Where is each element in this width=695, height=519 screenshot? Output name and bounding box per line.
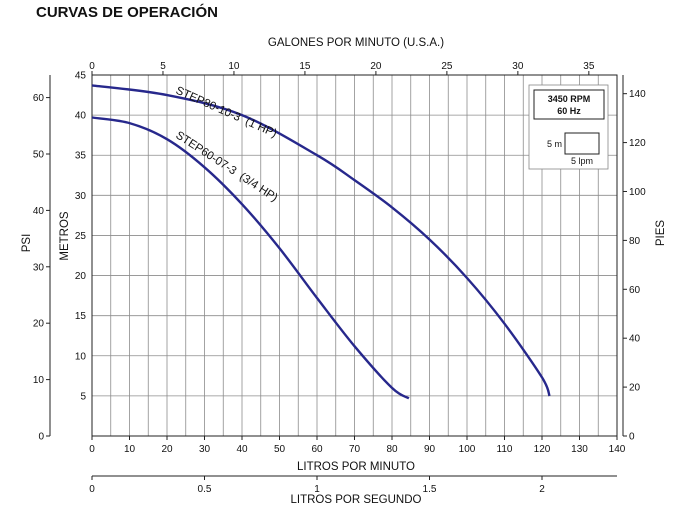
x-tick-label-lpm: 80 [386, 444, 398, 455]
pies-axis-label: PIES [655, 220, 667, 247]
x-tick-label-lps: 2 [539, 484, 545, 495]
y-tick-label-pies: 100 [629, 187, 646, 198]
y-tick-label-metros: 20 [75, 271, 87, 282]
grid [91, 74, 618, 437]
legend-box: 3450 RPM 60 Hz 5 m 5 lpm [528, 84, 609, 170]
y-tick-label-psi: 50 [33, 149, 45, 160]
x-tick-label-lps: 0 [89, 484, 95, 495]
y-tick-label-pies: 80 [629, 236, 641, 247]
x-tick-label-gpm: 35 [583, 61, 595, 72]
x-tick-label-gpm: 5 [160, 61, 166, 72]
y-tick-label-pies: 0 [629, 432, 635, 443]
x-tick-label-gpm: 25 [441, 61, 453, 72]
y-tick-label-psi: 30 [33, 262, 45, 273]
y-tick-label-pies: 120 [629, 138, 646, 149]
y-tick-label-metros: 40 [75, 111, 87, 122]
x-tick-label-lpm: 130 [571, 444, 588, 455]
x-tick-label-lpm: 10 [124, 444, 136, 455]
y-tick-label-pies: 20 [629, 383, 641, 394]
x-tick-label-lpm: 0 [89, 444, 95, 455]
bottom-axis-label: LITROS POR MINUTO [297, 461, 415, 473]
x-tick-label-gpm: 10 [228, 61, 240, 72]
legend-scale-horizontal: 5 lpm [571, 156, 593, 166]
series-line-step80 [91, 84, 551, 397]
x-tick-label-gpm: 15 [299, 61, 311, 72]
x-tick-label-lpm: 120 [534, 444, 551, 455]
y-tick-label-metros: 15 [75, 311, 87, 322]
x-tick-label-gpm: 20 [370, 61, 382, 72]
top-axis-label: GALONES POR MINUTO (U.S.A.) [268, 37, 444, 49]
y-tick-label-pies: 40 [629, 334, 641, 345]
x-tick-label-lpm: 40 [236, 444, 248, 455]
y-tick-label-metros: 25 [75, 231, 87, 242]
series-label-step60: STEP60-07-3 (3/4 HP) [173, 129, 279, 204]
series-label-step80: STEP80-10-3 (1 HP) [174, 85, 279, 140]
y-tick-label-metros: 45 [75, 71, 87, 82]
x-tick-label-lpm: 100 [459, 444, 476, 455]
curves [91, 84, 551, 400]
x-tick-label-lpm: 30 [199, 444, 211, 455]
x-tick-label-lpm: 50 [274, 444, 286, 455]
legend-hz: 60 Hz [557, 106, 581, 116]
legend-rpm: 3450 RPM [548, 94, 591, 104]
x-tick-label-gpm: 30 [512, 61, 524, 72]
x-tick-label-lpm: 70 [349, 444, 361, 455]
y-tick-label-psi: 20 [33, 319, 45, 330]
x-tick-label-lpm: 140 [609, 444, 626, 455]
x-tick-label-lps: 1 [314, 484, 320, 495]
y-tick-label-metros: 30 [75, 191, 87, 202]
x-tick-label-lpm: 110 [497, 444, 513, 455]
x-tick-label-lpm: 20 [161, 444, 173, 455]
y-tick-label-pies: 140 [629, 89, 646, 100]
legend-scale-vertical: 5 m [547, 139, 562, 149]
lps-axis-label: LITROS POR SEGUNDO [291, 494, 422, 506]
metros-axis-label: METROS [59, 211, 71, 261]
y-tick-label-pies: 60 [629, 285, 641, 296]
y-tick-label-psi: 0 [38, 432, 44, 443]
chart-title: CURVAS DE OPERACIÓN [36, 3, 218, 21]
y-tick-label-psi: 10 [33, 375, 45, 386]
y-tick-label-metros: 10 [75, 351, 87, 362]
x-tick-label-lps: 0.5 [198, 484, 212, 495]
series-line-step60 [91, 116, 410, 400]
y-tick-label-metros: 35 [75, 151, 87, 162]
x-tick-label-lpm: 90 [424, 444, 436, 455]
x-tick-label-gpm: 0 [89, 61, 95, 72]
x-tick-label-lps: 1.5 [423, 484, 437, 495]
y-tick-label-metros: 5 [80, 391, 86, 402]
x-tick-label-lpm: 60 [311, 444, 323, 455]
psi-axis-label: PSI [21, 234, 33, 253]
y-tick-label-psi: 40 [33, 206, 45, 217]
y-tick-label-psi: 60 [33, 93, 45, 104]
